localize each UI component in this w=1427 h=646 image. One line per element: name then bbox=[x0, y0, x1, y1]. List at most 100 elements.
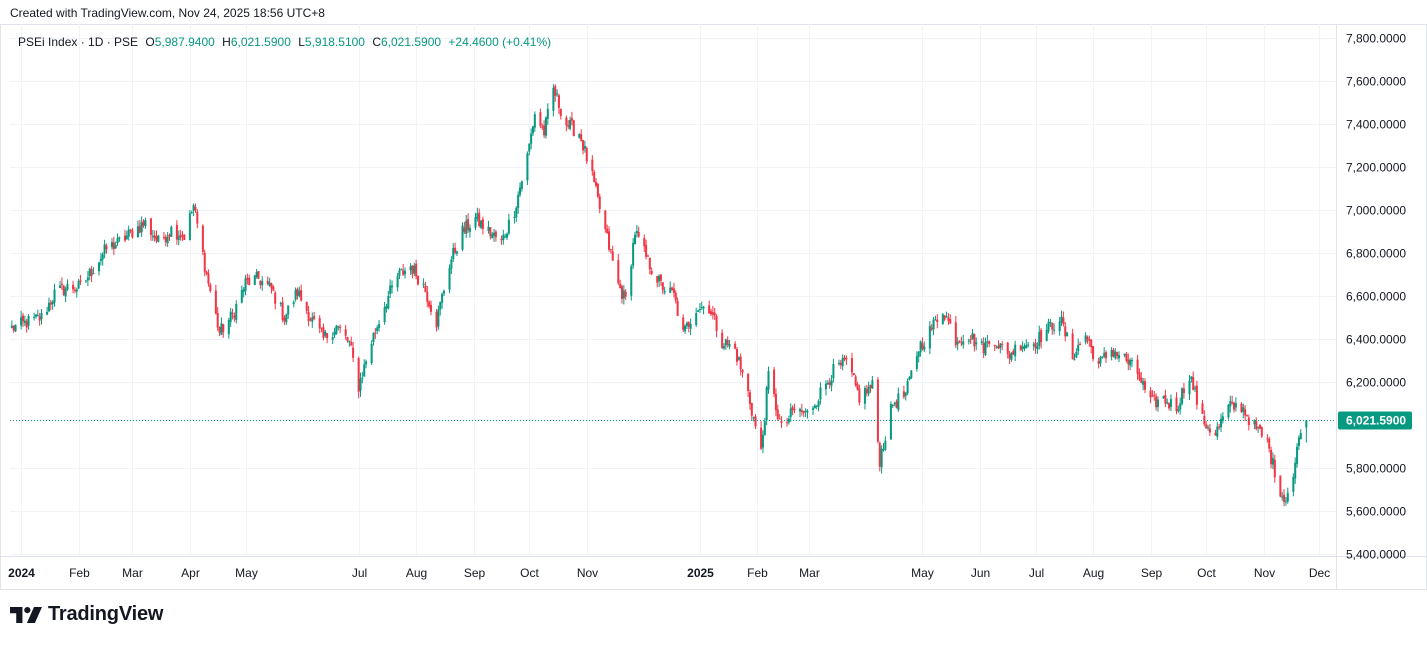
candle-body bbox=[90, 268, 93, 276]
candle bbox=[1260, 426, 1263, 439]
candle bbox=[880, 445, 883, 474]
candle-body bbox=[735, 349, 739, 362]
candle bbox=[1182, 382, 1185, 399]
candle bbox=[242, 287, 245, 298]
candle-body bbox=[773, 369, 776, 395]
candle bbox=[962, 334, 965, 349]
candle-body bbox=[164, 236, 167, 243]
candle-body bbox=[960, 342, 963, 344]
candle bbox=[748, 389, 751, 410]
price-chart[interactable]: 7,800.0000 7,600.0000 7,400.0000 7,200.0000… bbox=[0, 24, 1427, 590]
chart-area[interactable]: 7,800.0000 7,600.0000 7,400.0000 7,200.0000… bbox=[0, 24, 1427, 590]
candle bbox=[632, 238, 635, 269]
candle bbox=[956, 337, 959, 351]
candle bbox=[40, 308, 43, 325]
candle-body bbox=[582, 140, 585, 151]
candle bbox=[932, 317, 935, 336]
candle bbox=[77, 278, 80, 290]
candle bbox=[468, 224, 471, 238]
candle bbox=[1168, 402, 1171, 411]
candle bbox=[841, 354, 844, 371]
candle-body bbox=[1088, 339, 1091, 342]
candle bbox=[183, 234, 186, 241]
tradingview-brand[interactable]: TradingView bbox=[10, 603, 163, 626]
candle-body bbox=[305, 301, 308, 312]
candle bbox=[465, 215, 468, 238]
legend-high-value: 6,021.5900 bbox=[230, 35, 291, 49]
candle-body bbox=[632, 242, 635, 266]
candle-body bbox=[513, 217, 516, 219]
candle bbox=[474, 212, 477, 231]
candle bbox=[97, 261, 101, 276]
candle bbox=[99, 253, 102, 266]
candle bbox=[949, 314, 952, 324]
price-axis[interactable]: 7,800.0000 7,600.0000 7,400.0000 7,200.0000… bbox=[1338, 32, 1412, 562]
candle bbox=[90, 265, 93, 283]
candle bbox=[1294, 457, 1297, 484]
candle-body bbox=[1060, 316, 1063, 323]
candle bbox=[1231, 395, 1234, 405]
candle bbox=[400, 268, 403, 271]
legend-low-label: L bbox=[298, 35, 305, 49]
candle-body bbox=[110, 242, 114, 248]
time-axis[interactable]: 2024 Feb Mar Apr May Jul Aug Sep Oct Nov 2025 Feb Ma… bbox=[8, 566, 1330, 580]
candle-body bbox=[422, 283, 425, 285]
last-price-tag[interactable] bbox=[1338, 411, 1412, 430]
candle bbox=[721, 329, 724, 350]
candle bbox=[231, 308, 234, 320]
candle-body bbox=[398, 270, 401, 277]
candle-body bbox=[921, 343, 924, 349]
candle bbox=[153, 230, 156, 242]
candle bbox=[339, 324, 342, 334]
candle bbox=[765, 385, 768, 426]
candle bbox=[1240, 402, 1243, 414]
candle bbox=[214, 284, 217, 315]
candle bbox=[604, 209, 607, 233]
candle-body bbox=[1066, 332, 1069, 337]
candle bbox=[188, 210, 191, 241]
candle-body bbox=[155, 236, 158, 241]
candle bbox=[780, 416, 783, 428]
candle-body bbox=[49, 302, 52, 305]
candle bbox=[1283, 489, 1286, 507]
candle bbox=[255, 268, 258, 279]
candle-body bbox=[767, 371, 770, 390]
candle bbox=[1010, 352, 1013, 362]
candle bbox=[656, 275, 659, 288]
candle-body bbox=[203, 252, 206, 272]
candle-body bbox=[543, 125, 546, 136]
candle-body bbox=[1296, 446, 1299, 465]
candle bbox=[515, 206, 518, 223]
candle bbox=[138, 220, 141, 234]
candle-body bbox=[552, 87, 555, 111]
candle-body bbox=[689, 323, 692, 329]
candle-body bbox=[88, 268, 91, 277]
candle-body bbox=[893, 403, 896, 405]
candle bbox=[750, 402, 753, 422]
candle-body bbox=[116, 237, 119, 243]
candle-body bbox=[73, 289, 76, 291]
candle-body bbox=[487, 226, 490, 231]
candle-body bbox=[569, 119, 572, 129]
candle bbox=[1140, 372, 1143, 384]
candle-body bbox=[539, 112, 542, 126]
candle-body bbox=[85, 280, 88, 282]
candle bbox=[216, 307, 219, 331]
candle-body bbox=[166, 236, 169, 244]
candle bbox=[676, 297, 679, 317]
candle bbox=[467, 213, 470, 233]
candle bbox=[298, 286, 301, 298]
candle bbox=[1049, 318, 1052, 328]
candle bbox=[507, 213, 510, 236]
candle-body bbox=[415, 263, 418, 277]
candle bbox=[10, 320, 13, 329]
candle bbox=[1136, 354, 1139, 380]
candle-body bbox=[313, 315, 316, 319]
tradingview-logo-icon bbox=[10, 606, 42, 623]
candle-body bbox=[157, 235, 160, 242]
time-tick-label: Aug bbox=[406, 566, 427, 580]
candle bbox=[1008, 350, 1011, 365]
candle-body bbox=[40, 313, 43, 320]
candle bbox=[51, 300, 54, 310]
candle bbox=[203, 249, 206, 277]
